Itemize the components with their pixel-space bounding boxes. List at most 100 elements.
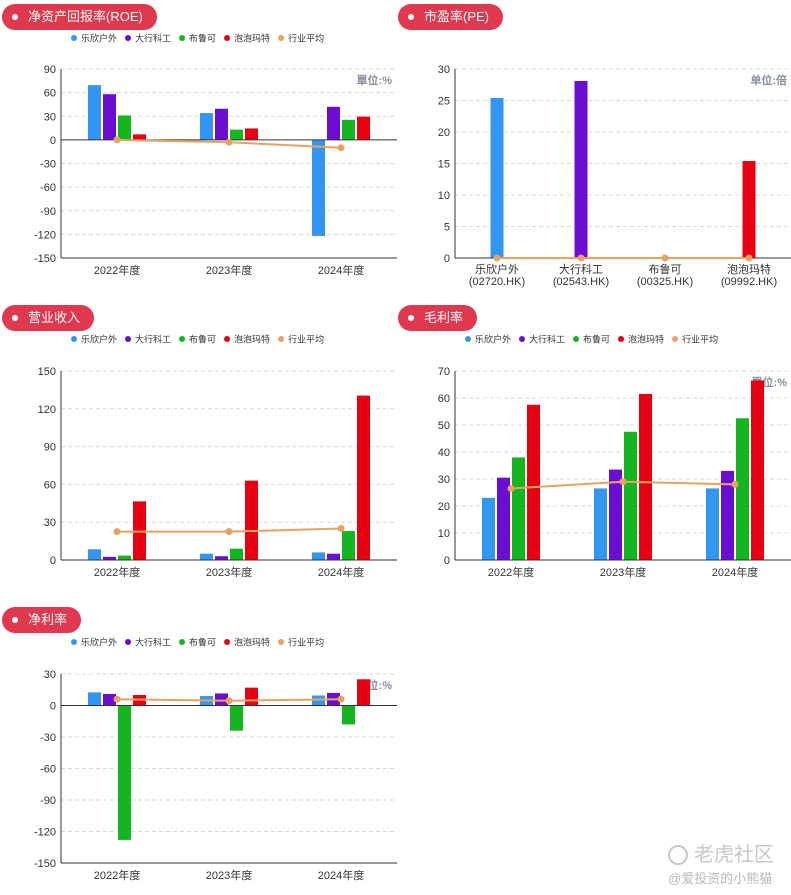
bar bbox=[230, 548, 243, 560]
legend-label: 行业平均 bbox=[288, 334, 324, 345]
legend-dot-icon bbox=[465, 336, 471, 342]
y-tick-label: 20 bbox=[438, 127, 450, 139]
bar bbox=[497, 477, 510, 560]
y-tick-label: 0 bbox=[444, 253, 450, 265]
x-tick-code-label: (02720.HK) bbox=[469, 276, 525, 288]
bar bbox=[624, 431, 637, 560]
bar bbox=[490, 97, 504, 258]
net-margin-title: 净利率 bbox=[28, 612, 68, 627]
bar bbox=[342, 705, 355, 725]
legend-dot-icon bbox=[125, 35, 132, 41]
y-tick-label: 60 bbox=[44, 88, 56, 100]
gross-margin-title: 毛利率 bbox=[424, 310, 464, 325]
average-point bbox=[493, 254, 501, 262]
watermark-brand-text: 老虎社区 bbox=[694, 844, 774, 866]
legend-dot-icon bbox=[71, 639, 77, 645]
legend-label: 泡泡玛特 bbox=[628, 334, 664, 345]
legend-dot-icon bbox=[125, 639, 132, 645]
x-tick-label: 泡泡玛特 bbox=[727, 262, 771, 276]
x-tick-label: 2023年度 bbox=[206, 565, 252, 579]
bar bbox=[245, 128, 258, 140]
average-point bbox=[225, 138, 233, 146]
bar bbox=[639, 393, 652, 560]
legend-dot-icon bbox=[71, 35, 77, 41]
y-tick-label: -120 bbox=[34, 229, 56, 241]
average-point bbox=[619, 478, 627, 486]
bars bbox=[88, 395, 370, 560]
y-tick-label: 120 bbox=[38, 404, 56, 416]
pe-title: 市盈率(PE) bbox=[424, 9, 490, 24]
gross-margin-title-badge: 毛利率 bbox=[398, 305, 478, 331]
bar bbox=[357, 679, 370, 706]
bar bbox=[118, 555, 131, 560]
y-tick-label: 70 bbox=[438, 366, 450, 378]
legend-dot-icon bbox=[618, 336, 625, 342]
y-tick-label: 30 bbox=[44, 517, 56, 529]
legend-label: 大行科工 bbox=[135, 637, 171, 648]
bar bbox=[736, 418, 749, 560]
x-tick-code-label: (02543.HK) bbox=[553, 276, 609, 288]
roe-title: 净资产回报率(ROE) bbox=[28, 9, 143, 24]
y-tick-label: -90 bbox=[40, 206, 56, 218]
legend: 乐欣户外 大行科工 布鲁可 泡泡玛特 行业平均 bbox=[465, 334, 718, 345]
y-tick-label: -60 bbox=[40, 182, 56, 194]
x-tick-label: 大行科工 bbox=[559, 262, 603, 276]
pe-chart: 单位:倍 30 25 20 15 10 5 0 乐欣户外(02720.HK) 大行科工(02543… bbox=[438, 64, 791, 288]
net-margin-chart: 乐欣户外 大行科工 布鲁可 泡泡玛特 行业平均單位:%300-30-60-90-120-… bbox=[34, 637, 397, 882]
legend-label: 布鲁可 bbox=[189, 334, 216, 345]
bar bbox=[512, 457, 525, 560]
pe-chart-panel: 市盈率(PE) 单位:倍 30 25 20 15 10 5 0 乐欣户外 (02720.HK) 大行… bbox=[395, 0, 791, 295]
unit-label: 单位:倍 bbox=[750, 73, 787, 87]
unit-label: 單位:% bbox=[357, 73, 393, 87]
bar bbox=[357, 116, 370, 140]
legend: 乐欣户外 大行科工 布鲁可 泡泡玛特 行业平均 bbox=[71, 334, 324, 345]
y-tick-label: -120 bbox=[34, 827, 56, 839]
x-tick-label: 2024年度 bbox=[318, 263, 364, 277]
y-tick-label: 30 bbox=[44, 669, 56, 681]
average-point bbox=[731, 480, 739, 488]
legend-label: 布鲁可 bbox=[189, 33, 216, 44]
y-tick-label: 25 bbox=[438, 96, 450, 108]
average-point bbox=[337, 695, 345, 703]
x-tick-label: 2022年度 bbox=[488, 565, 534, 579]
bar bbox=[200, 553, 213, 560]
legend-label: 乐欣户外 bbox=[475, 334, 511, 345]
legend-dot-icon bbox=[179, 336, 186, 342]
bars bbox=[490, 80, 756, 258]
average-point bbox=[745, 254, 753, 262]
bar bbox=[88, 549, 101, 560]
bar bbox=[88, 85, 101, 140]
bar bbox=[245, 480, 258, 560]
badge-dot-icon bbox=[12, 617, 18, 623]
y-tick-label: 90 bbox=[44, 442, 56, 454]
revenue-chart: 乐欣户外 大行科工 布鲁可 泡泡玛特 行业平均 150 120 90 60 30 0 2022年度 20… bbox=[38, 334, 397, 579]
average-point bbox=[225, 697, 233, 705]
x-tick-code-label: (09992.HK) bbox=[721, 276, 777, 288]
y-tick-label: 0 bbox=[50, 135, 56, 147]
badge-dot-icon bbox=[408, 14, 414, 20]
pe-title-badge: 市盈率(PE) bbox=[398, 4, 504, 30]
watermark-brand: 老虎社区 bbox=[668, 838, 774, 867]
watermark-handle: @爱投资的小熊猫 bbox=[668, 871, 773, 886]
legend-dot-icon bbox=[224, 35, 231, 41]
y-tick-label: 150 bbox=[38, 366, 56, 378]
legend-label: 泡泡玛特 bbox=[234, 33, 270, 44]
legend-label: 乐欣户外 bbox=[81, 637, 117, 648]
legend-label: 乐欣户外 bbox=[81, 33, 117, 44]
tiger-logo-icon bbox=[668, 845, 688, 865]
badge-dot-icon bbox=[408, 315, 414, 321]
legend: 乐欣户外 大行科工 布鲁可 泡泡玛特 行业平均 bbox=[71, 637, 324, 648]
bar bbox=[751, 380, 764, 560]
x-tick-label: 2022年度 bbox=[94, 868, 140, 882]
bar bbox=[133, 134, 146, 140]
bar bbox=[357, 395, 370, 560]
y-tick-label: 10 bbox=[438, 190, 450, 202]
legend-label: 行业平均 bbox=[682, 334, 718, 345]
net-margin-chart-panel: 净利率 乐欣户外 大行科工 布鲁可 泡泡玛特 行业平均 單位:% 30 0 -30 -60 -90-… bbox=[0, 605, 400, 895]
bar bbox=[721, 470, 734, 560]
x-tick-label: 2024年度 bbox=[712, 565, 758, 579]
legend-label: 布鲁可 bbox=[583, 334, 610, 345]
bars bbox=[88, 85, 370, 236]
legend: 乐欣户外 大行科工 布鲁可 泡泡玛特 行业平均 bbox=[71, 33, 324, 44]
